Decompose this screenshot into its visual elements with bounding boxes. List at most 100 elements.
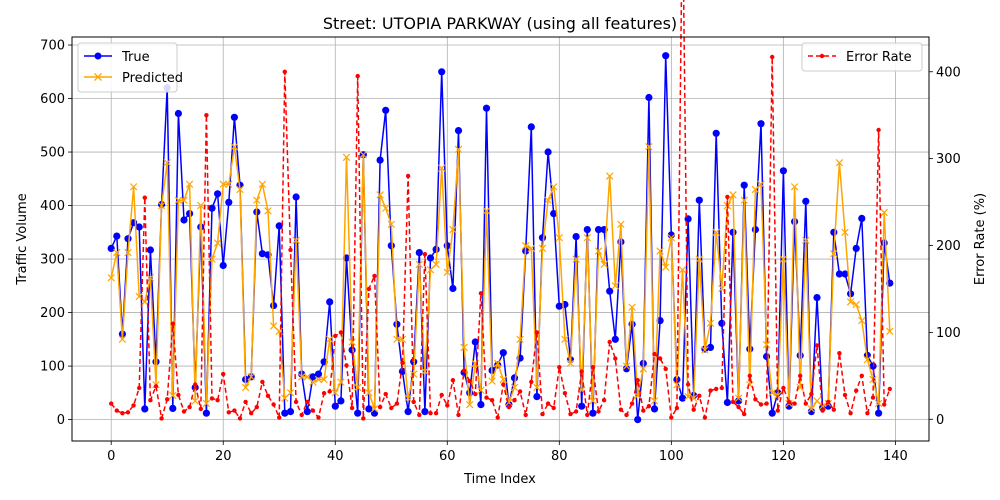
error-point: [327, 389, 332, 394]
true-point: [225, 198, 233, 206]
predicted-point: [118, 335, 127, 344]
true-point: [740, 181, 748, 189]
error-point: [523, 412, 528, 418]
error-point: [344, 363, 349, 368]
y2-tick-label: 100: [936, 326, 961, 341]
true-point: [454, 127, 463, 135]
error-point: [142, 195, 147, 200]
predicted-point: [701, 346, 709, 354]
predicted-point: [566, 359, 575, 368]
error-point: [719, 385, 724, 391]
error-point: [501, 382, 506, 387]
predicted-point: [762, 340, 771, 349]
error-point: [355, 73, 360, 79]
error-point: [265, 393, 271, 398]
predicted-point: [645, 142, 653, 151]
predicted-point: [757, 180, 765, 188]
true-point: [337, 397, 345, 405]
true-point: [550, 210, 558, 218]
true-point: [214, 190, 222, 198]
true-point: [421, 408, 429, 416]
predicted-point: [561, 335, 569, 344]
error-point: [601, 398, 607, 403]
true-point: [835, 270, 844, 278]
error-point: [282, 69, 287, 75]
error-point: [568, 411, 573, 417]
true-point: [533, 393, 541, 401]
predicted-point: [191, 397, 199, 405]
error-point: [562, 391, 568, 396]
x-tick-label: 80: [551, 449, 568, 464]
error-point: [674, 405, 680, 411]
true-point: [729, 228, 737, 236]
x-tick-label: 100: [659, 449, 684, 464]
predicted-point: [247, 373, 255, 381]
predicted-point: [863, 355, 872, 364]
true-point: [510, 374, 519, 382]
y-tick-label: 100: [40, 360, 65, 375]
error-point: [417, 412, 422, 418]
y-tick-label: 300: [40, 253, 65, 268]
predicted-point: [113, 248, 121, 257]
predicted-point: [146, 274, 155, 282]
error-point: [848, 411, 853, 416]
true-point: [449, 284, 457, 293]
predicted-point: [880, 208, 888, 217]
true-point: [174, 109, 182, 118]
error-point: [854, 388, 859, 393]
error-point: [394, 401, 400, 406]
predicted-point: [622, 362, 631, 370]
true-point: [622, 365, 631, 373]
error-point: [366, 286, 372, 292]
error-point: [786, 399, 792, 405]
error-point: [333, 333, 338, 339]
error-point: [725, 194, 730, 200]
y-tick-label: 700: [40, 39, 65, 54]
error-point: [204, 113, 209, 118]
error-point: [237, 416, 243, 421]
true-point: [404, 408, 412, 416]
error-point: [887, 386, 892, 392]
true-point: [583, 226, 591, 234]
predicted-point: [493, 359, 502, 368]
predicted-point: [381, 204, 390, 212]
true-point: [527, 123, 535, 131]
true-point: [723, 398, 732, 407]
predicted-point: [768, 389, 776, 397]
error-point: [798, 373, 803, 378]
true-point: [281, 409, 289, 417]
predicted-point: [337, 378, 345, 386]
predicted-point: [510, 383, 519, 392]
true-point: [382, 106, 390, 114]
predicted-point: [729, 191, 737, 199]
legend-predicted-marker: [94, 73, 102, 81]
true-point: [807, 408, 816, 416]
predicted-point: [157, 201, 166, 210]
predicted-point: [477, 386, 485, 394]
error-point: [193, 382, 198, 387]
predicted-point: [432, 260, 440, 269]
predicted-point: [617, 220, 625, 229]
predicted-point: [465, 400, 474, 409]
error-point: [137, 385, 142, 391]
true-point: [365, 405, 373, 413]
y2-tick-label: 300: [936, 152, 961, 167]
error-point: [170, 321, 175, 326]
plot-frame: [71, 36, 930, 442]
error-point: [405, 173, 411, 179]
error-point: [377, 404, 383, 410]
true-point: [650, 405, 659, 413]
true-point: [544, 148, 552, 156]
error-point: [159, 416, 164, 421]
predicted-point: [124, 248, 132, 257]
predicted-point: [219, 180, 227, 188]
predicted-point: [499, 375, 508, 384]
predicted-point: [286, 389, 295, 397]
legend-true-label: True: [121, 50, 150, 65]
true-point: [258, 250, 266, 258]
error-point: [422, 252, 428, 257]
true-point: [706, 343, 715, 351]
predicted-point: [393, 335, 401, 344]
true-point: [186, 210, 194, 218]
